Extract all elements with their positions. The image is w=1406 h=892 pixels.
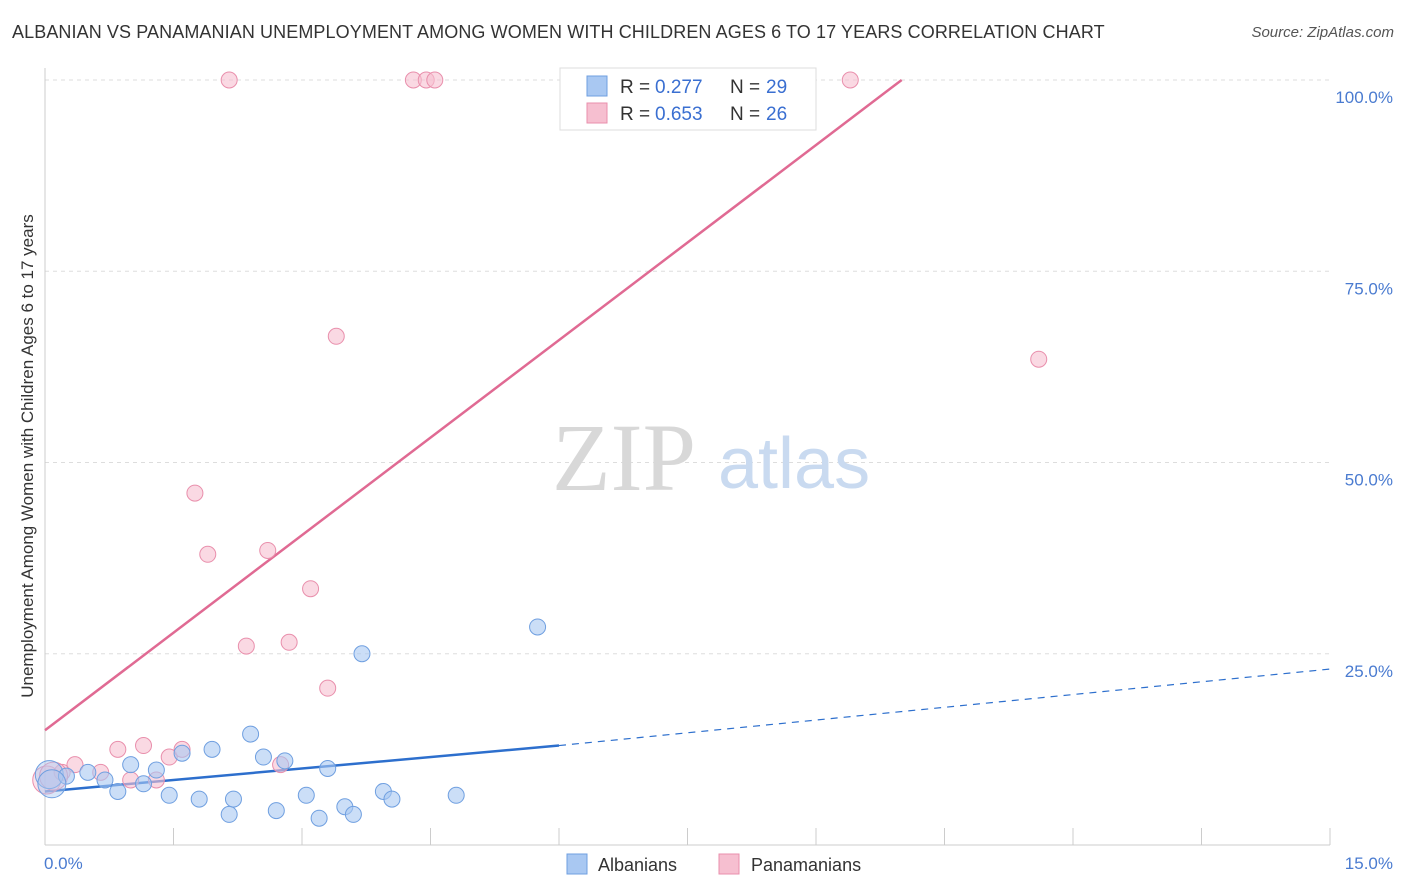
legend-r-value-albanians: 0.277 [655, 77, 703, 98]
albanian-point [529, 618, 547, 636]
legend: R = 0.277 N = 29 R = 0.653 N = 26 [559, 67, 817, 131]
albanian-point [109, 782, 127, 800]
bottom-legend-swatch-panamanians [718, 853, 740, 875]
panamanian-point [259, 541, 277, 559]
legend-r-value-panamanians: 0.653 [655, 104, 703, 125]
panamanian-point [199, 545, 217, 563]
trend-line-panamanians [44, 79, 903, 732]
panamanian-point [280, 633, 298, 651]
albanian-point [267, 802, 285, 820]
albanian-point [297, 786, 315, 804]
x-tick-label-max: 15.0% [1345, 854, 1393, 873]
chart-title: ALBANIAN VS PANAMANIAN UNEMPLOYMENT AMON… [12, 22, 1105, 42]
albanian-point [190, 790, 208, 808]
legend-n-label-albanians: N = [730, 77, 760, 98]
y-tick-label-100: 100.0% [1335, 88, 1393, 107]
albanian-point [383, 790, 401, 808]
albanian-point [160, 786, 178, 804]
albanian-point [96, 771, 114, 789]
watermark-zip: ZIP [552, 404, 696, 511]
albanian-point [276, 752, 294, 770]
watermark: ZIP atlas [552, 404, 870, 511]
legend-r-label-panamanians: R = [620, 104, 650, 125]
data-points [32, 71, 1048, 827]
x-tick-label-min: 0.0% [44, 854, 83, 873]
source-label: Source: ZipAtlas.com [1251, 24, 1394, 41]
panamanian-point [841, 71, 859, 89]
albanian-point [147, 761, 165, 779]
bottom-legend-swatch-albanians [566, 853, 588, 875]
panamanian-point [66, 756, 84, 774]
bottom-legend: Albanians Panamanians [566, 853, 861, 875]
panamanian-point [135, 737, 153, 755]
watermark-atlas: atlas [718, 424, 870, 504]
panamanian-point [327, 327, 345, 345]
albanian-point [173, 744, 191, 762]
albanian-point [79, 763, 97, 781]
albanian-point [135, 775, 153, 793]
panamanian-point [1030, 350, 1048, 368]
panamanian-point [109, 740, 127, 758]
y-tick-label-25: 25.0% [1345, 662, 1393, 681]
legend-n-label-panamanians: N = [730, 104, 760, 125]
panamanian-point [237, 637, 255, 655]
albanian-point [344, 805, 362, 823]
legend-n-value-panamanians: 26 [766, 104, 787, 125]
albanian-point [447, 786, 465, 804]
albanian-point [37, 769, 67, 799]
albanian-point [310, 809, 328, 827]
y-tick-label-50: 50.0% [1345, 471, 1393, 490]
albanian-point [319, 760, 337, 777]
bottom-legend-label-panamanians: Panamanians [751, 855, 861, 875]
y-tick-label-75: 75.0% [1345, 279, 1393, 298]
grid-lines [45, 79, 1330, 655]
albanian-point [353, 645, 371, 663]
albanian-point [254, 748, 272, 766]
trend-line-albanians-extension [558, 668, 1331, 747]
legend-swatch-albanians [586, 75, 608, 97]
albanian-point [57, 767, 75, 785]
legend-swatch-panamanians [586, 102, 608, 124]
bottom-legend-label-albanians: Albanians [598, 855, 677, 875]
albanian-point [224, 790, 242, 808]
panamanian-point [319, 679, 337, 697]
panamanian-point [220, 71, 238, 89]
panamanian-point [186, 484, 204, 502]
albanian-point [122, 756, 140, 774]
legend-r-label-albanians: R = [620, 77, 650, 98]
panamanian-point [426, 71, 444, 89]
albanian-point [242, 725, 260, 743]
axes [44, 68, 1331, 846]
albanian-point [220, 805, 238, 823]
legend-n-value-albanians: 29 [766, 77, 787, 98]
panamanian-point [302, 580, 320, 598]
albanian-point [203, 740, 221, 758]
y-tick-labels: 25.0% 50.0% 75.0% 100.0% [1335, 88, 1393, 681]
x-tick-labels: 0.0% 15.0% [44, 854, 1393, 873]
